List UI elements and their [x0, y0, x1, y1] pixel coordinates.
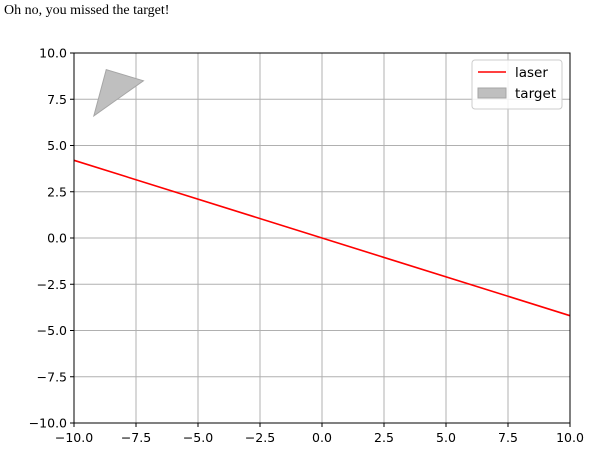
y-tick-label: −2.5	[37, 277, 67, 292]
y-tick-label: −7.5	[37, 369, 67, 384]
x-tick-label: −5.0	[183, 430, 213, 445]
legend: laser target	[471, 59, 563, 110]
x-tick-label: −10.0	[55, 430, 93, 445]
axis-ticks: −10.0 −7.5 −5.0 −2.5 0.0 2.5 5.0 7.5 10.0 −10.0 −7…	[29, 46, 584, 446]
x-tick-label: 5.0	[436, 430, 456, 445]
x-tick-label: 2.5	[374, 430, 394, 445]
legend-label: target	[515, 86, 556, 102]
x-tick-label: 7.5	[498, 430, 518, 445]
x-tick-label: 10.0	[556, 430, 584, 445]
y-tick-label: −10.0	[29, 416, 67, 431]
legend-label: laser	[515, 65, 548, 81]
y-tick-label: 5.0	[47, 138, 67, 153]
y-tick-label: −5.0	[37, 323, 67, 338]
y-tick-label: 10.0	[39, 46, 67, 61]
y-tick-label: 0.0	[47, 231, 67, 246]
target-polygon	[92, 69, 145, 118]
x-tick-label: 0.0	[312, 430, 332, 445]
status-message: Oh no, you missed the target!	[4, 3, 170, 18]
x-tick-label: −2.5	[245, 430, 275, 445]
laser-line	[73, 159, 571, 317]
x-tick-label: −7.5	[121, 430, 151, 445]
y-tick-label: 2.5	[47, 184, 67, 199]
legend-swatch-target	[477, 87, 507, 99]
y-tick-label: 7.5	[47, 92, 67, 107]
plot-series	[73, 69, 571, 317]
